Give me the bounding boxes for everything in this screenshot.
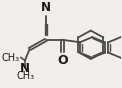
Text: N: N [20, 62, 30, 75]
Text: CH₃: CH₃ [1, 53, 19, 63]
Text: CH₃: CH₃ [16, 71, 35, 81]
Text: N: N [41, 1, 51, 14]
Text: O: O [58, 54, 68, 67]
